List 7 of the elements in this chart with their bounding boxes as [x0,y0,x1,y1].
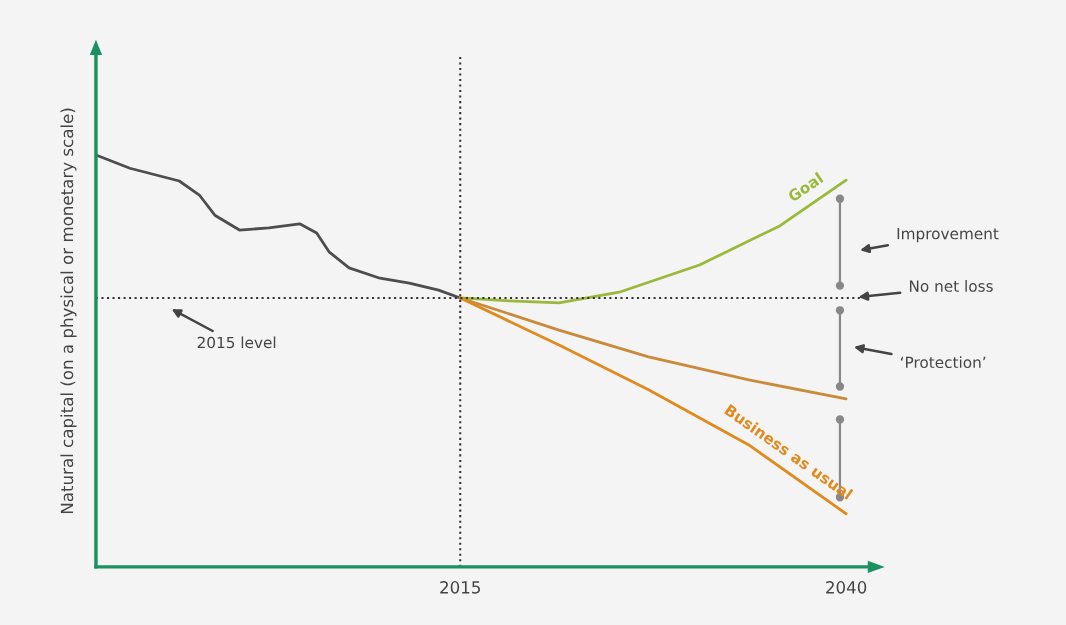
y-axis-title: Natural capital (on a physical or monetary scale) [60,108,77,514]
x-tick-label: 2015 [440,581,480,594]
x-tick-label: 2040 [826,581,867,594]
text: No net loss [909,280,993,292]
annotation: 2015 level [197,336,276,349]
text: ‘Protection’ [900,356,986,369]
text: Improvement [897,228,999,243]
